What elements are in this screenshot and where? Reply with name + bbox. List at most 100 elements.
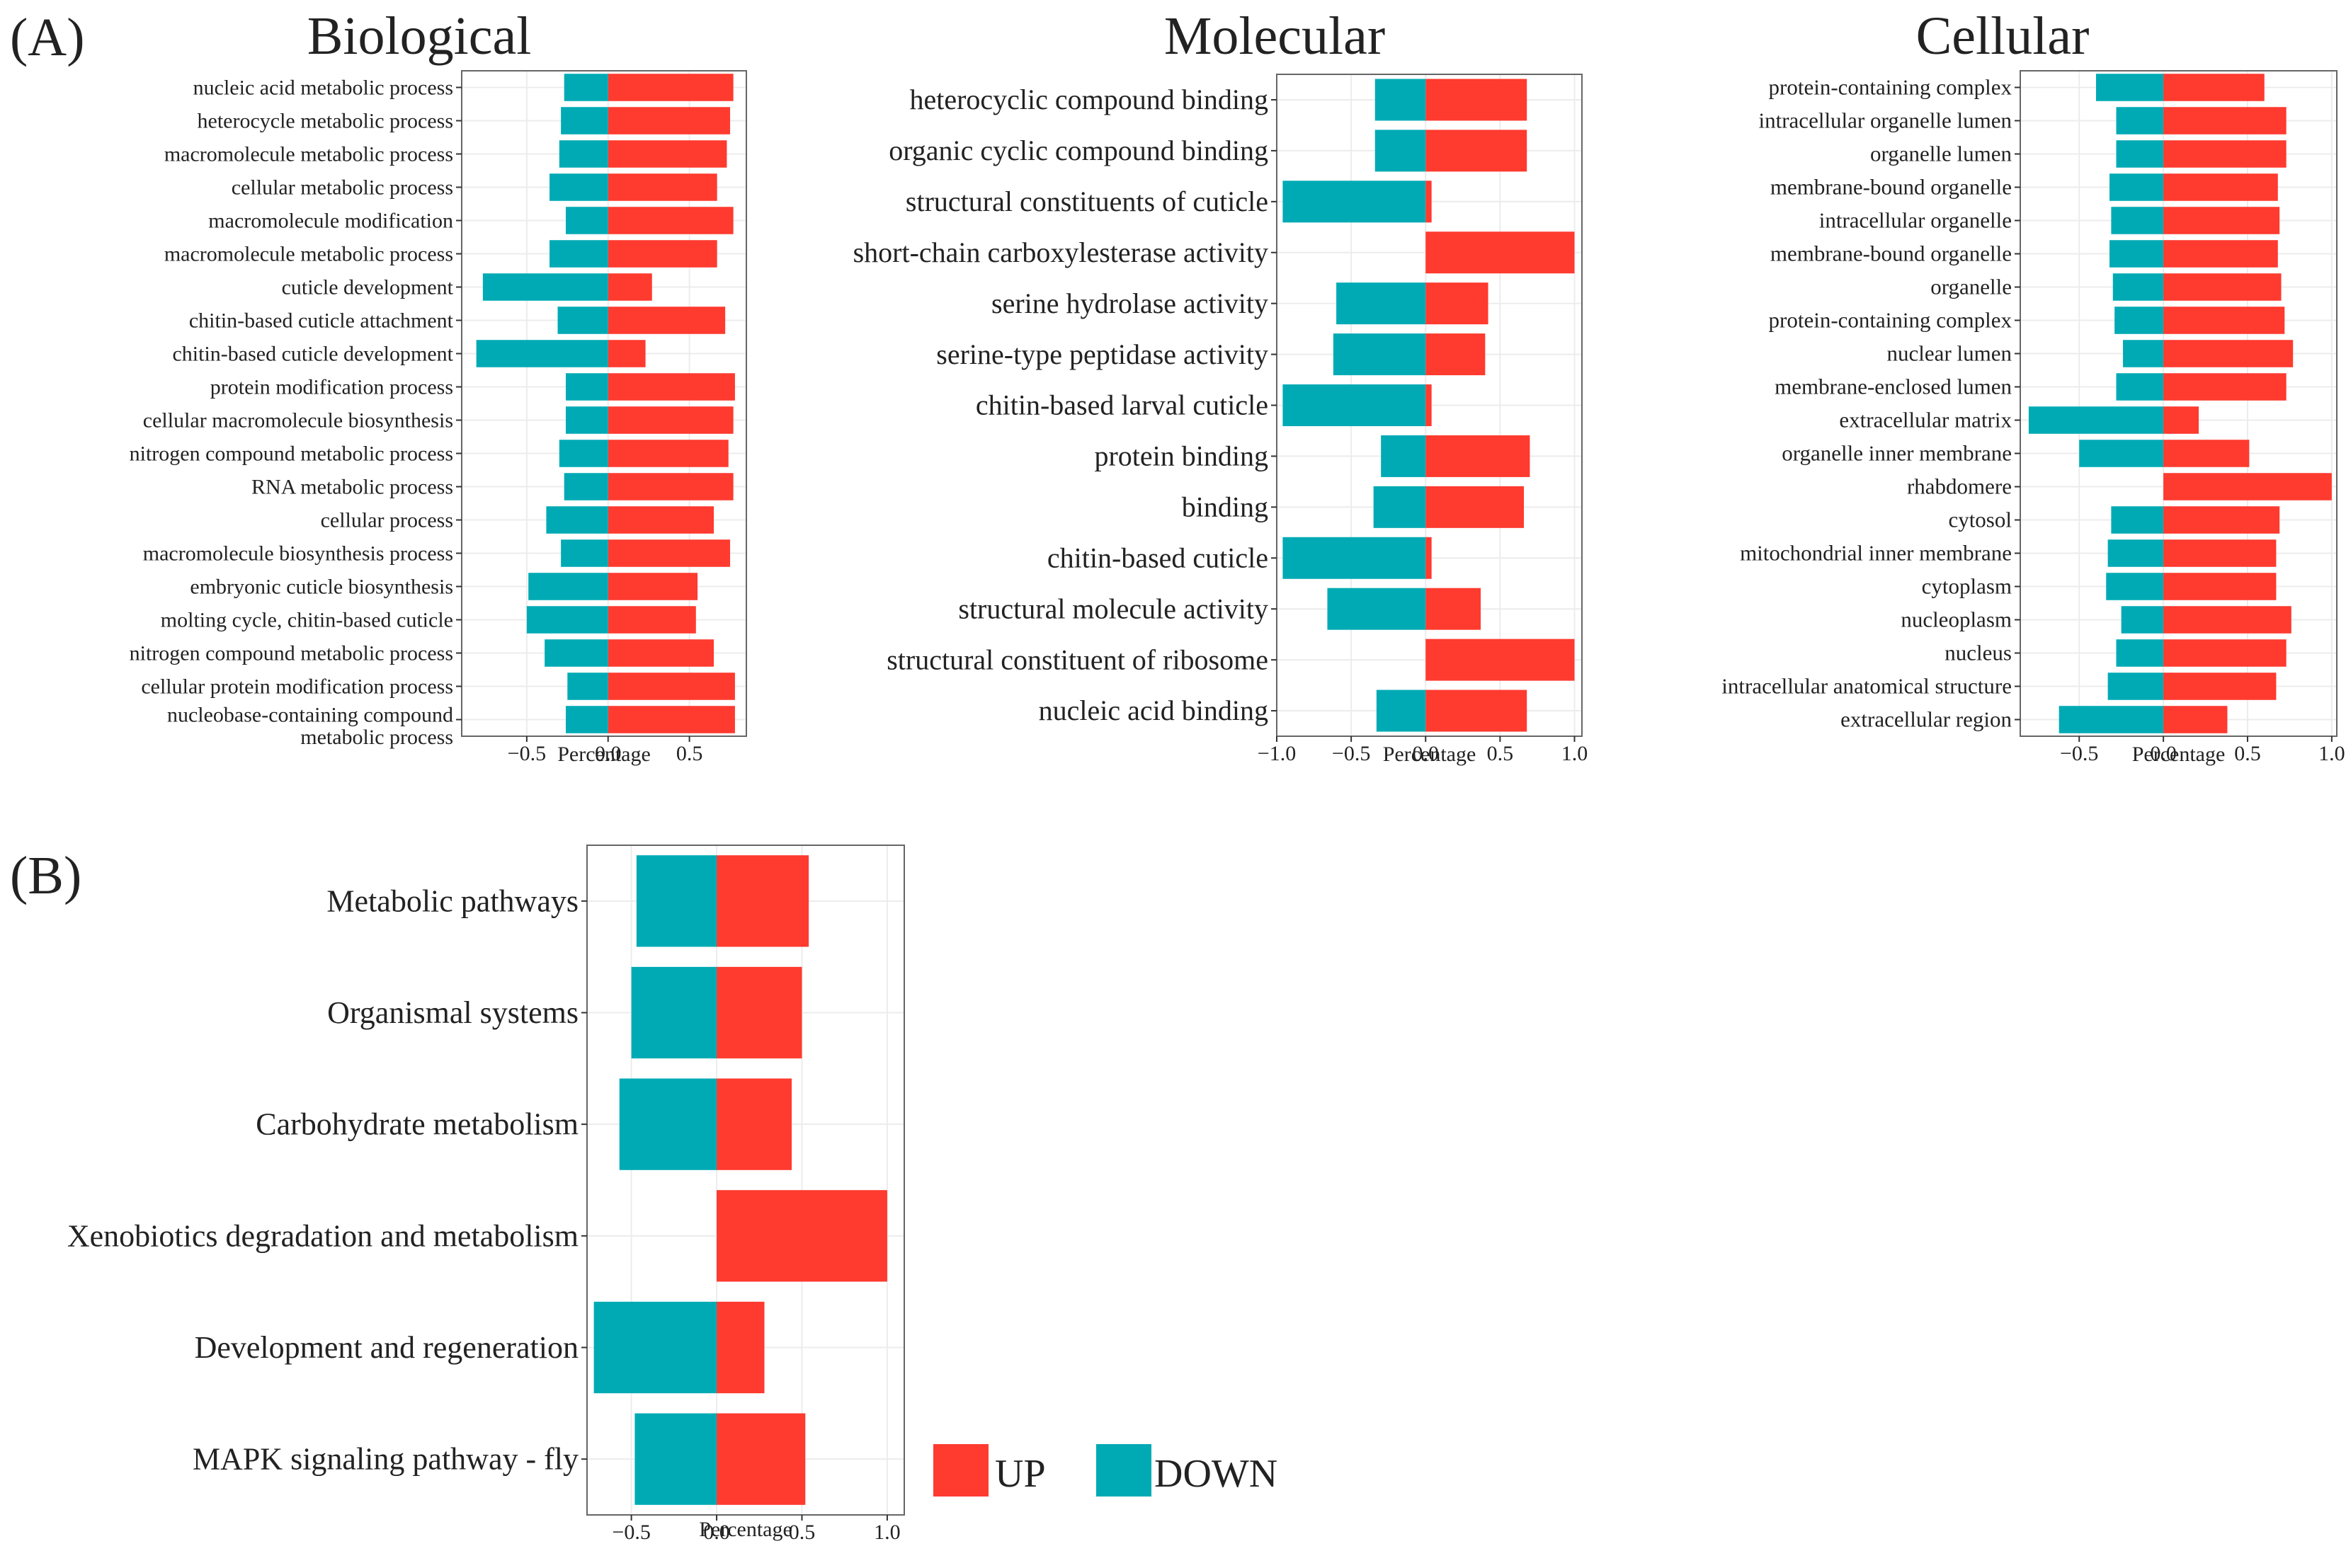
bar-up (1425, 689, 1527, 732)
bar-down (1336, 282, 1426, 325)
bar-up (1425, 181, 1432, 223)
category-label: binding (1182, 491, 1268, 523)
bar-down (482, 273, 608, 301)
bar-up (1425, 282, 1488, 325)
bar-down (559, 440, 608, 467)
bar-down (2109, 240, 2164, 268)
category-label: short-chain carboxylesterase activity (853, 236, 1268, 268)
plot-frame (2020, 70, 2338, 737)
bar-down (2112, 273, 2164, 301)
x-tick-label: −0.5 (508, 742, 546, 765)
bar-down (1374, 79, 1426, 121)
bar-up (2163, 573, 2277, 600)
bar-down (1381, 435, 1426, 477)
plot-area (462, 71, 746, 736)
bar-down (2109, 173, 2164, 201)
chart-cellular: protein-containing complex intracellular … (1721, 6, 2345, 766)
x-axis-label: Percentage (1383, 743, 1476, 766)
category-label: chitin-based cuticle development (172, 342, 453, 365)
category-label: chitin-based cuticle (1047, 542, 1268, 573)
bar-up (2163, 207, 2280, 234)
bar-down (634, 1413, 717, 1505)
bar-up (608, 340, 646, 367)
bar-up (2163, 140, 2287, 168)
category-label: Carbohydrate metabolism (256, 1107, 579, 1142)
category-label: cuticle development (282, 275, 454, 299)
category-label: heterocycle metabolic process (198, 109, 454, 132)
bar-down (2123, 340, 2164, 367)
bar-up (2163, 240, 2278, 268)
x-tick-label: 0.0 (1412, 742, 1439, 765)
bar-up (2163, 307, 2285, 334)
x-axis-label: Percentage (557, 743, 651, 766)
bar-down (559, 140, 608, 168)
plot-frame (461, 70, 747, 737)
bar-down (476, 340, 608, 367)
x-tick-label: −0.5 (1332, 742, 1370, 765)
bar-up (2163, 173, 2278, 201)
category-label: membrane-bound organelle (1770, 175, 2012, 200)
bar-down (550, 240, 608, 268)
chart-biological: nucleic acid metabolic process heterocycl… (130, 6, 747, 766)
category-label: structural constituent of ribosome (887, 643, 1268, 675)
plot-frame (586, 845, 905, 1516)
category-label: intracellular anatomical structure (1721, 674, 2012, 699)
bar-up (1425, 435, 1530, 477)
x-tick-label: 0.5 (1487, 742, 1514, 765)
bar-up (1425, 384, 1432, 426)
x-tick-label: 0.5 (789, 1521, 816, 1544)
bar-down (528, 573, 608, 600)
category-label: macromolecule modification (208, 209, 453, 232)
bar-down (2095, 74, 2164, 101)
bar-down (2107, 539, 2164, 567)
category-label: cytosol (1948, 508, 2012, 532)
bar-down (1327, 588, 1426, 630)
bar-down (1373, 486, 1426, 528)
bar-down (546, 506, 608, 534)
chart-kegg: Metabolic pathways Organismal systems Carb… (67, 845, 905, 1544)
plot-area (2020, 71, 2337, 736)
bar-up (717, 1078, 792, 1170)
bar-up (2163, 606, 2291, 634)
bar-down (2121, 606, 2164, 634)
bar-up (717, 966, 802, 1059)
category-label: Organismal systems (327, 995, 579, 1030)
bar-up (2163, 440, 2250, 467)
x-tick-label: 0.0 (703, 1521, 730, 1544)
category-label: cellular protein modification process (141, 675, 453, 698)
category-label: membrane-enclosed lumen (1775, 374, 2012, 399)
bar-up (1425, 333, 1486, 376)
bar-down (2116, 107, 2164, 135)
legend-up-label: UP (995, 1452, 1046, 1496)
bar-up (608, 506, 714, 534)
bar-up (608, 207, 734, 234)
x-tick-label: 1.0 (2318, 742, 2345, 765)
chart-title: Molecular (1164, 6, 1385, 66)
chart-title: Cellular (1916, 6, 2090, 66)
category-label: macromolecule metabolic process (164, 242, 453, 265)
bar-down (619, 1078, 717, 1170)
bar-up (608, 673, 735, 700)
category-label: heterocyclic compound binding (909, 84, 1268, 115)
category-label: organelle inner membrane (1782, 441, 2012, 466)
bar-up (1425, 486, 1525, 528)
bar-down (1333, 333, 1426, 376)
category-label: RNA metabolic process (251, 475, 453, 498)
bar-up (608, 373, 735, 401)
bar-up (608, 240, 717, 268)
bar-down (2107, 673, 2164, 700)
category-label: intracellular organelle lumen (1759, 108, 2012, 133)
category-label: molting cycle, chitin-based cuticle (161, 608, 453, 631)
bar-down (564, 473, 608, 500)
bar-down (2079, 440, 2164, 467)
bar-up (717, 1190, 887, 1282)
category-label: cellular process (321, 508, 453, 532)
bar-up (608, 406, 734, 434)
category-label: organelle (1930, 275, 2012, 299)
category-label: macromolecule metabolic process (164, 142, 453, 166)
bar-down (564, 74, 608, 101)
category-label: nucleic acid metabolic process (193, 76, 453, 99)
bar-up (2163, 673, 2277, 700)
bar-up (1425, 588, 1481, 630)
